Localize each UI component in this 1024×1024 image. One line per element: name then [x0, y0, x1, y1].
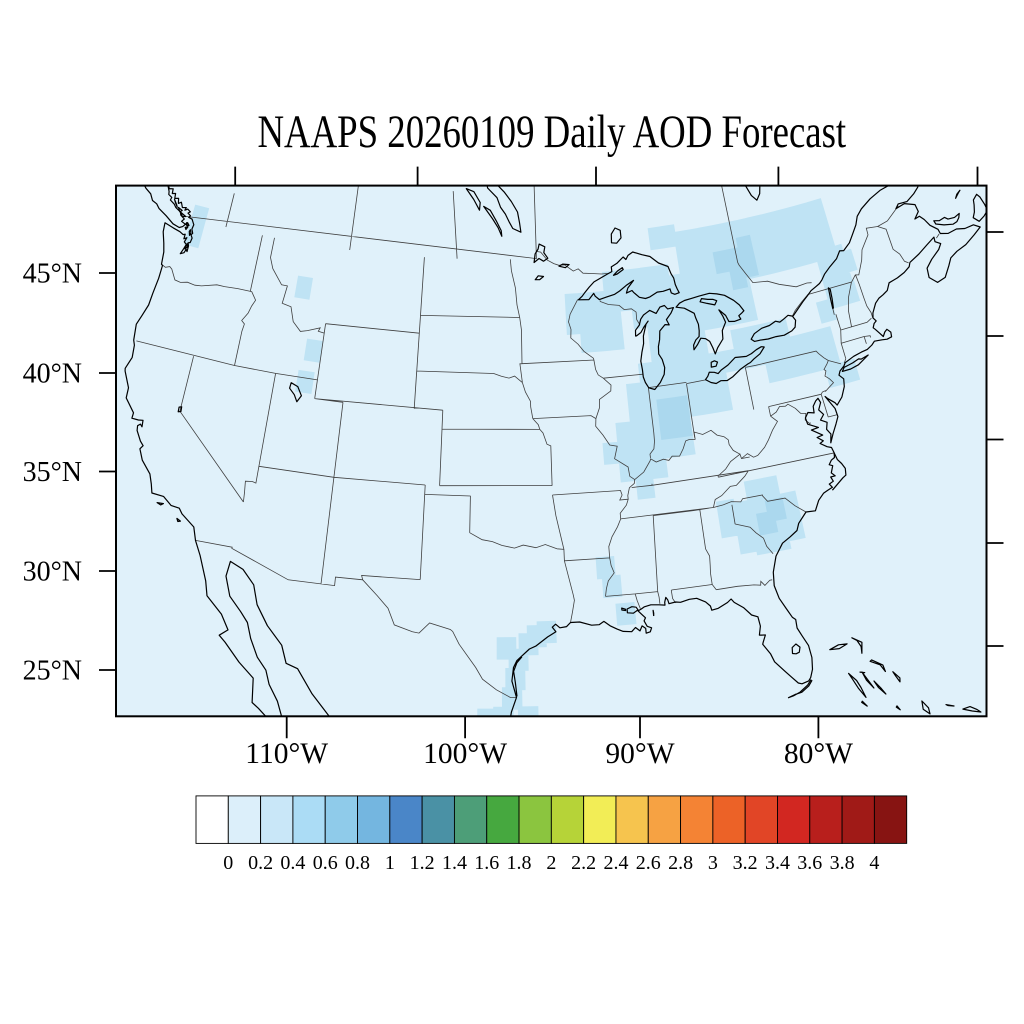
svg-text:1.2: 1.2	[410, 852, 435, 874]
svg-text:100°W: 100°W	[423, 738, 507, 770]
svg-text:40°N: 40°N	[23, 359, 82, 390]
svg-text:0: 0	[223, 852, 233, 874]
svg-text:2.4: 2.4	[603, 852, 628, 874]
svg-text:3.4: 3.4	[765, 852, 790, 874]
svg-text:25°N: 25°N	[23, 656, 82, 687]
svg-text:3: 3	[708, 852, 718, 874]
svg-text:35°N: 35°N	[23, 457, 82, 488]
svg-text:1.4: 1.4	[442, 852, 467, 874]
svg-text:4: 4	[869, 852, 879, 874]
svg-text:3.2: 3.2	[733, 852, 758, 874]
svg-text:0.2: 0.2	[248, 852, 273, 874]
svg-text:1.8: 1.8	[507, 852, 532, 874]
svg-text:NAAPS 20260109 Daily AOD Forec: NAAPS 20260109 Daily AOD Forecast	[257, 107, 846, 158]
svg-text:30°N: 30°N	[23, 557, 82, 588]
svg-text:2.8: 2.8	[668, 852, 693, 874]
svg-text:2.6: 2.6	[636, 852, 661, 874]
svg-text:90°W: 90°W	[605, 738, 674, 770]
svg-text:2.2: 2.2	[571, 852, 596, 874]
svg-text:1.6: 1.6	[474, 852, 499, 874]
svg-text:45°N: 45°N	[23, 259, 82, 290]
svg-text:3.8: 3.8	[830, 852, 855, 874]
svg-text:0.8: 0.8	[345, 852, 370, 874]
svg-text:80°W: 80°W	[784, 738, 853, 770]
svg-text:0.4: 0.4	[280, 852, 305, 874]
svg-text:110°W: 110°W	[245, 738, 328, 770]
svg-text:1: 1	[385, 852, 395, 874]
svg-text:2: 2	[546, 852, 556, 874]
svg-text:0.6: 0.6	[313, 852, 338, 874]
svg-text:3.6: 3.6	[797, 852, 822, 874]
